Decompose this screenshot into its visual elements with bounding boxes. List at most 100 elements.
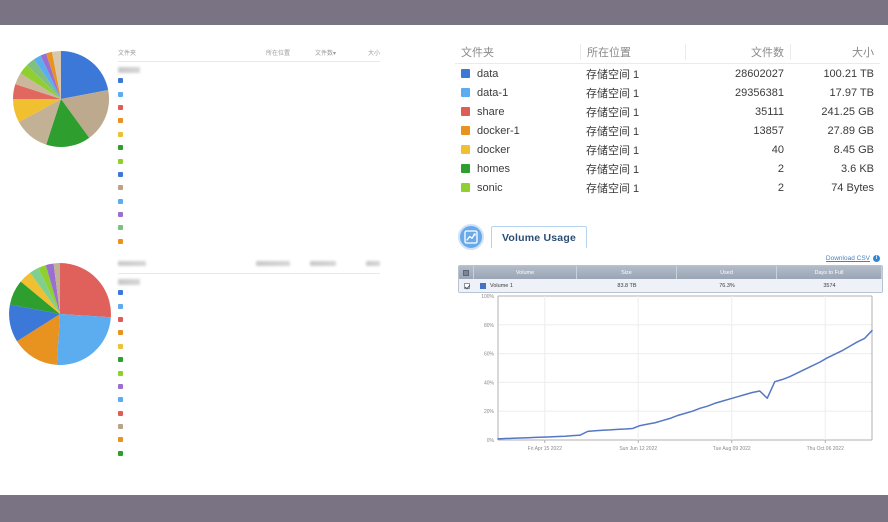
table-row[interactable] xyxy=(118,141,380,154)
table-row[interactable] xyxy=(118,407,380,420)
table-row[interactable] xyxy=(118,420,380,433)
table-row[interactable] xyxy=(118,313,380,326)
color-swatch xyxy=(118,410,123,416)
color-swatch xyxy=(118,212,123,218)
cell-folder: docker-1 xyxy=(455,125,580,137)
tab-volume-usage[interactable]: Volume Usage xyxy=(491,226,587,248)
header-file-count[interactable]: 文件数 xyxy=(685,43,790,60)
table-row[interactable] xyxy=(118,154,380,167)
pie-slice xyxy=(30,267,60,314)
select-all-checkbox[interactable] xyxy=(459,266,474,279)
color-swatch xyxy=(118,303,123,309)
line-series xyxy=(497,329,873,440)
table-row[interactable] xyxy=(118,195,380,208)
table-row[interactable]: share 存储空间 1 35111 241.25 GB xyxy=(455,102,880,121)
left-panel: 文件夹 所在位置 文件数▾ 大小 xyxy=(0,30,420,490)
table-row[interactable] xyxy=(118,208,380,221)
color-swatch xyxy=(118,330,123,336)
table-group-label xyxy=(118,274,380,286)
table-row[interactable] xyxy=(118,299,380,312)
table-row[interactable]: data-1 存储空间 1 29356381 17.97 TB xyxy=(455,83,880,102)
download-csv-link[interactable]: Download CSV xyxy=(825,255,870,262)
header-size[interactable] xyxy=(336,261,380,268)
header-used[interactable]: Used xyxy=(677,266,777,279)
color-swatch xyxy=(118,158,123,164)
header-size[interactable]: 大小 xyxy=(790,43,880,60)
color-swatch xyxy=(118,131,123,137)
info-icon[interactable]: i xyxy=(873,255,880,262)
table-row[interactable] xyxy=(118,326,380,339)
table-row[interactable] xyxy=(118,128,380,141)
table-row[interactable]: docker-1 存储空间 1 13857 27.89 GB xyxy=(455,121,880,140)
table-body xyxy=(118,62,380,248)
header-location[interactable] xyxy=(238,261,290,268)
volume-table: Volume Size Used Days to Full Volume 1 83… xyxy=(458,265,883,293)
color-swatch xyxy=(118,397,123,403)
volume-table-row[interactable]: Volume 1 83.8 TB 76.3% 3574 xyxy=(459,279,882,292)
folder-usage-table: 文件夹 所在位置 文件数 大小 data 存储空间 1 28602027 100.21… xyxy=(455,40,880,197)
color-swatch xyxy=(118,357,123,363)
chart-line-icon xyxy=(458,224,484,250)
cell-file-count: 2 xyxy=(777,181,784,194)
table-row[interactable]: data 存储空间 1 28602027 100.21 TB xyxy=(455,64,880,83)
tab-volume-usage-label: Volume Usage xyxy=(502,231,576,244)
table-row[interactable] xyxy=(118,393,380,406)
header-volume[interactable]: Volume xyxy=(474,266,577,279)
header-location[interactable]: 所在位置 xyxy=(580,43,685,60)
table-row[interactable] xyxy=(118,340,380,353)
pie-slice xyxy=(40,53,61,99)
pie-slice xyxy=(61,90,110,138)
pie-slice xyxy=(20,272,60,314)
header-location[interactable]: 所在位置 xyxy=(265,51,290,57)
color-swatch xyxy=(118,437,123,443)
color-swatch xyxy=(118,225,123,231)
cell-used: 76.3% xyxy=(719,282,735,289)
table-row[interactable] xyxy=(118,286,380,299)
table-row[interactable] xyxy=(118,168,380,181)
table-row[interactable]: docker 存储空间 1 40 8.45 GB xyxy=(455,140,880,159)
color-swatch xyxy=(118,185,123,191)
cell-folder: data-1 xyxy=(455,87,580,99)
header-file-count[interactable]: 文件数▾ xyxy=(290,48,336,57)
table-row[interactable] xyxy=(118,380,380,393)
header-file-count[interactable] xyxy=(290,261,336,268)
header-folder[interactable]: 文件夹 xyxy=(461,46,494,59)
table-row[interactable] xyxy=(118,87,380,100)
y-axis-tick: 40% xyxy=(484,380,495,386)
cell-file-count: 40 xyxy=(771,143,784,156)
redacted-folder-table-2 xyxy=(118,258,380,460)
table-row[interactable] xyxy=(118,433,380,446)
table-row[interactable] xyxy=(118,114,380,127)
table-row[interactable] xyxy=(118,235,380,248)
y-axis-tick: 0% xyxy=(487,438,495,444)
table-row[interactable] xyxy=(118,101,380,114)
header-folder[interactable]: 文件夹 xyxy=(118,51,137,57)
row-checkbox[interactable] xyxy=(459,282,474,289)
cell-folder: data xyxy=(455,68,580,80)
volume-name: Volume 1 xyxy=(490,282,513,289)
table-row[interactable] xyxy=(118,353,380,366)
table-row[interactable] xyxy=(118,221,380,234)
color-swatch xyxy=(118,171,123,177)
cell-location: 存储空间 1 xyxy=(586,182,640,195)
folder-name: data xyxy=(477,67,499,80)
table-row[interactable] xyxy=(118,366,380,379)
table-row[interactable]: homes 存储空间 1 2 3.6 KB xyxy=(455,159,880,178)
y-axis-tick: 100% xyxy=(481,294,494,300)
color-swatch xyxy=(118,450,123,456)
cell-location: 存储空间 1 xyxy=(586,87,640,100)
pie-slice xyxy=(53,263,60,314)
pie-slice xyxy=(38,265,60,314)
table-row[interactable] xyxy=(118,74,380,87)
header-size[interactable]: Size xyxy=(577,266,677,279)
table-row[interactable] xyxy=(118,181,380,194)
folder-name: homes xyxy=(477,162,511,175)
table-row[interactable]: sonic 存储空间 1 2 74 Bytes xyxy=(455,178,880,197)
cell-size: 8.45 GB xyxy=(833,143,874,156)
cell-file-count: 29356381 xyxy=(735,86,784,99)
pie-slice xyxy=(12,99,61,123)
header-days-to-full[interactable]: Days to Full xyxy=(777,266,882,279)
header-size[interactable]: 大小 xyxy=(367,51,380,57)
header-folder[interactable] xyxy=(118,261,238,268)
table-row[interactable] xyxy=(118,447,380,460)
